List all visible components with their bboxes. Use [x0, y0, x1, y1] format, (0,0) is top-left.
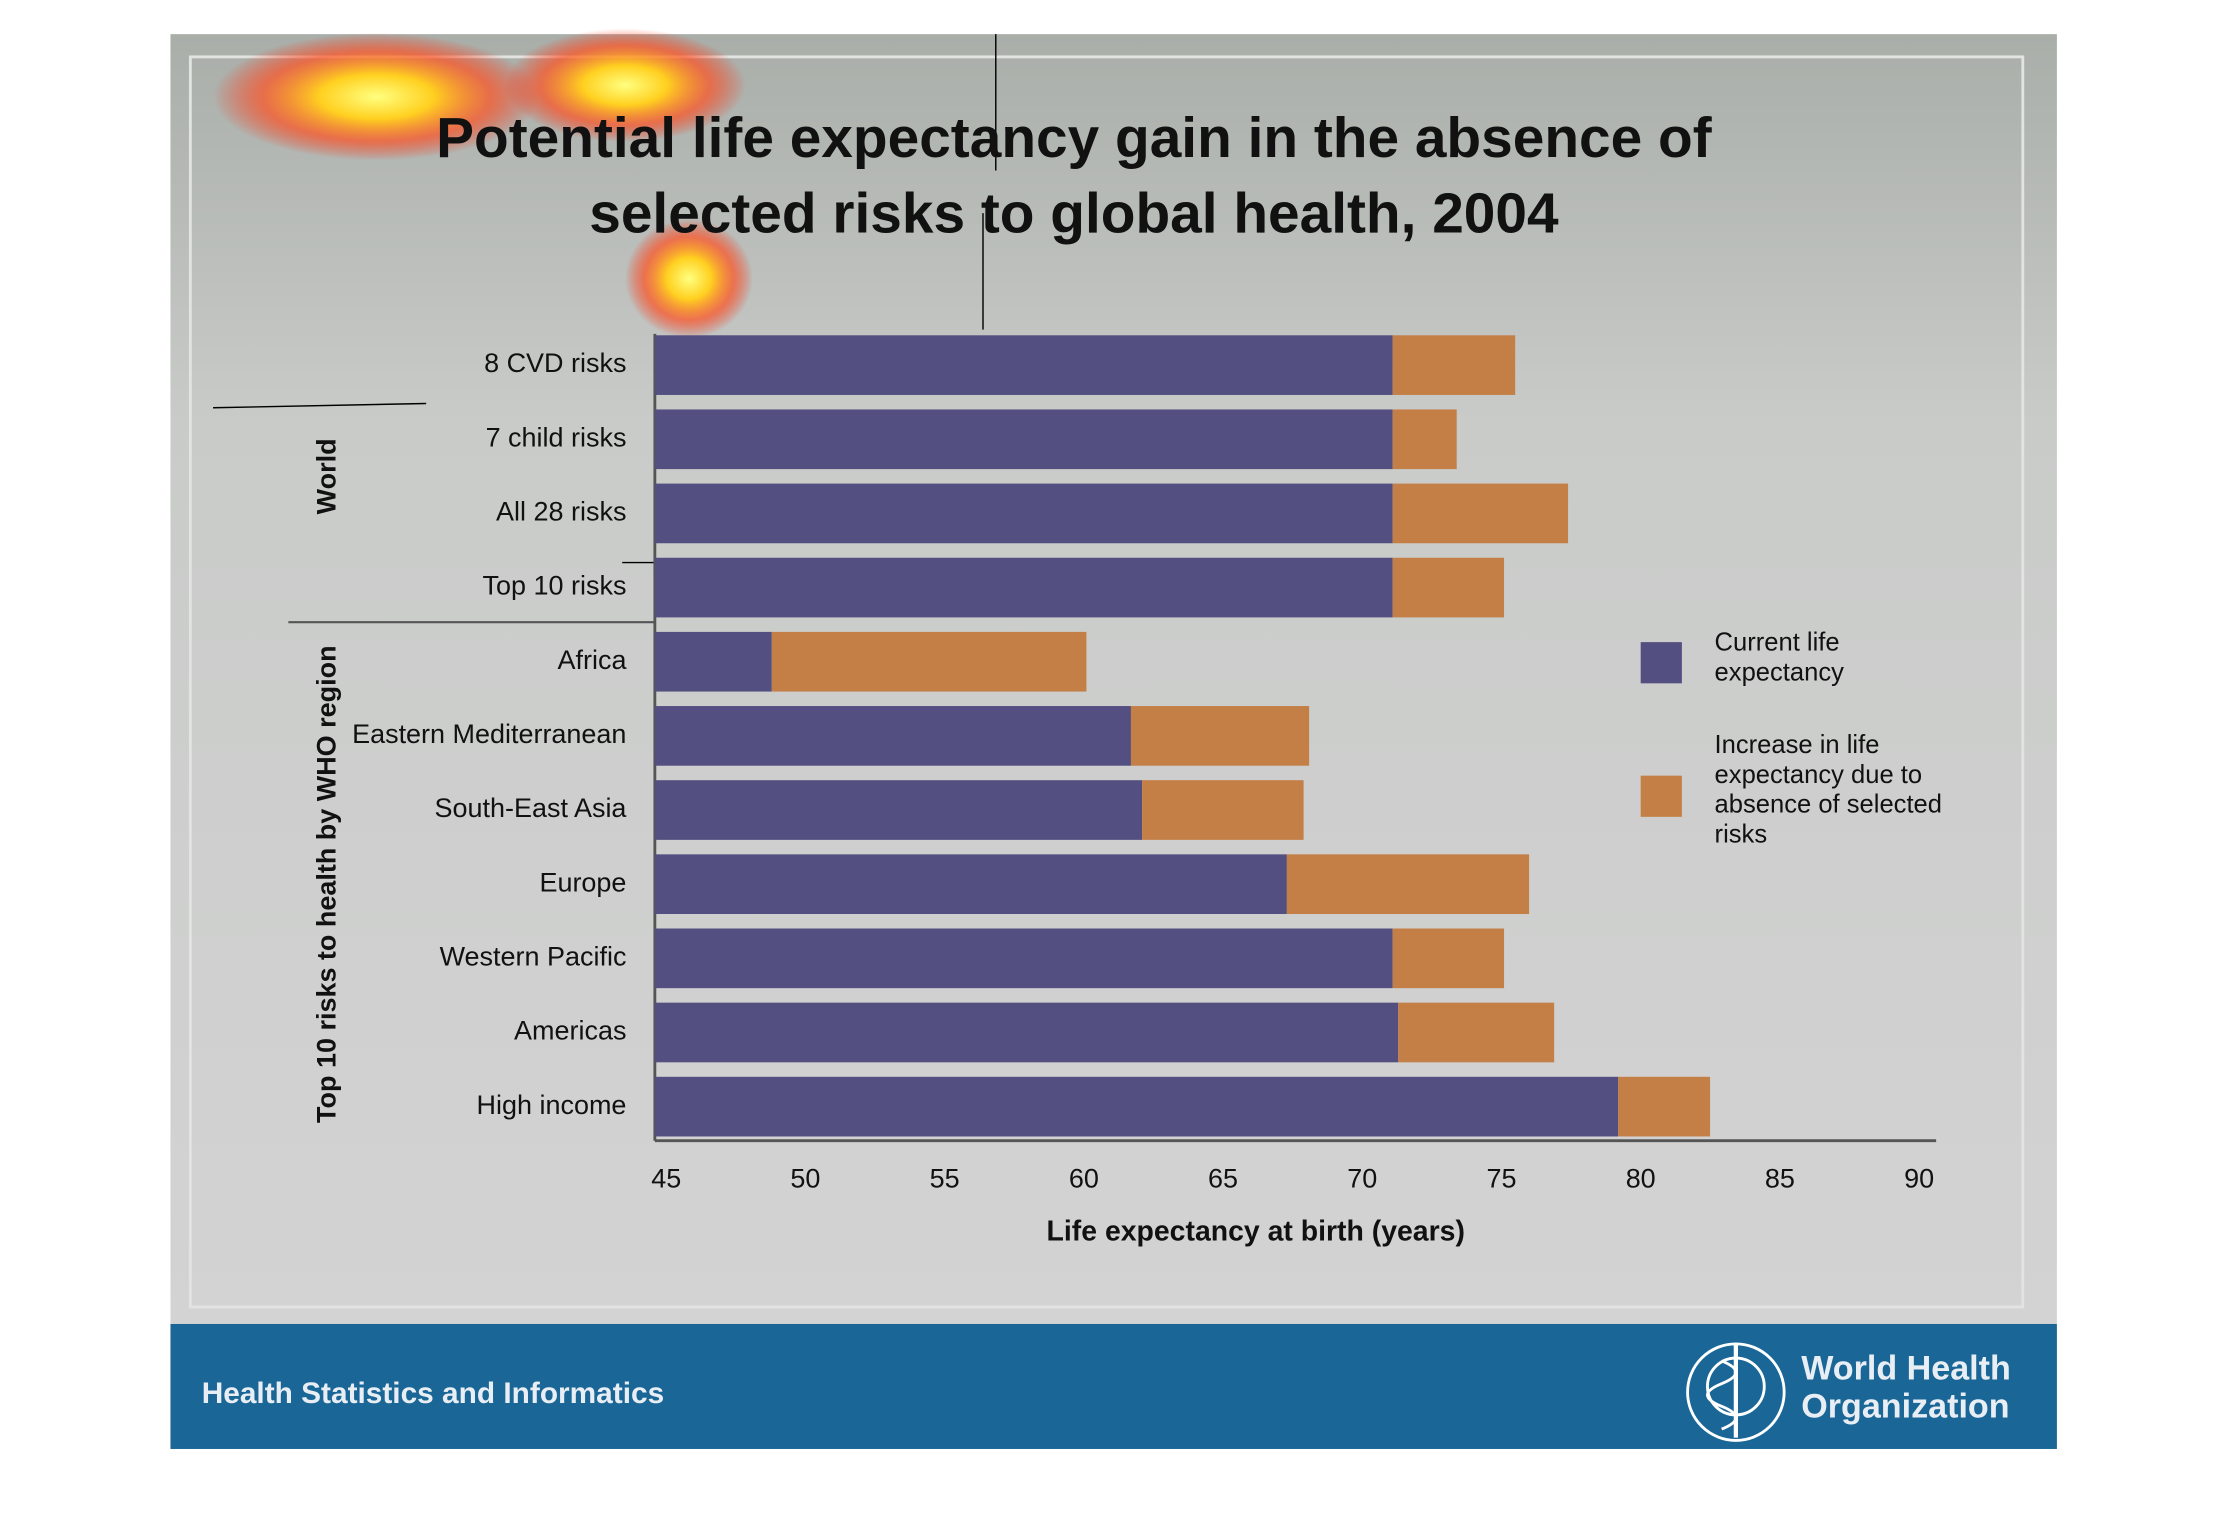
bar-segment [1392, 483, 1569, 544]
bar-segment [1398, 1002, 1555, 1063]
bar-segment [654, 928, 1393, 989]
x-tick-label: 50 [790, 1164, 820, 1194]
bar-segment [654, 409, 1393, 470]
x-tick-label: 75 [1486, 1164, 1516, 1194]
bar-segment [654, 854, 1287, 915]
bar-segment [1392, 557, 1505, 618]
bar-segment [1286, 854, 1530, 915]
bar-segment [654, 1076, 1619, 1137]
x-tick-label: 45 [651, 1164, 681, 1194]
category-label: All 28 risks [496, 497, 626, 527]
bar-segment [654, 631, 772, 692]
category-label: High income [477, 1090, 627, 1120]
x-tick-label: 85 [1765, 1164, 1795, 1194]
artifact-line [213, 402, 427, 409]
x-tick-label: 70 [1347, 1164, 1377, 1194]
heatmap-blob [213, 32, 540, 161]
bar-segment [654, 557, 1393, 618]
x-tick-label: 90 [1904, 1164, 1934, 1194]
heatmap-blob [504, 28, 746, 143]
category-label: South-East Asia [435, 793, 627, 823]
bar-segment [654, 1002, 1399, 1063]
x-tick-label: 60 [1069, 1164, 1099, 1194]
x-tick-label: 55 [930, 1164, 960, 1194]
legend-text-box: Current life expectancy [1714, 627, 1844, 687]
bar-segment [1392, 928, 1505, 989]
bar-segment [654, 780, 1143, 840]
group-label: Top 10 risks to health by WHO region [311, 645, 341, 1123]
legend-swatch [1640, 642, 1682, 684]
category-label: 7 child risks [486, 422, 627, 452]
bar-segment [654, 483, 1393, 544]
category-label: 8 CVD risks [484, 348, 626, 378]
x-tick-label: 80 [1626, 1164, 1656, 1194]
category-label: Europe [539, 867, 626, 897]
bar-segment [654, 706, 1131, 766]
footer-right-box: World Health Organization [1801, 1349, 2011, 1427]
bar-segment [771, 631, 1087, 692]
legend-label: Current life expectancy [1714, 627, 1844, 687]
bar-segment [1618, 1076, 1711, 1137]
group-label: World [311, 438, 341, 514]
who-emblem [1686, 1342, 1786, 1442]
legend-text-box: Increase in life expectancy due to absen… [1714, 730, 1943, 849]
category-label: Eastern Mediterranean [352, 719, 626, 749]
legend-label: Increase in life expectancy due to absen… [1714, 730, 1943, 849]
x-axis-label: Life expectancy at birth (years) [1047, 1216, 1465, 1248]
slide-frame [188, 55, 2025, 1309]
bar-segment [1130, 706, 1310, 766]
legend-swatch [1640, 775, 1682, 817]
footer-right: World Health Organization [1801, 1349, 2011, 1427]
bar-segment [1142, 780, 1304, 840]
category-label: Western Pacific [440, 941, 627, 971]
footer-left: Health Statistics and Informatics [202, 1377, 664, 1410]
category-label: Africa [558, 645, 627, 675]
category-label: Americas [514, 1016, 626, 1046]
chart-title: Potential life expectancy gain in the ab… [436, 107, 1713, 245]
bar-segment [1392, 335, 1516, 395]
bar-segment [654, 335, 1393, 395]
category-label: Top 10 risks [483, 571, 627, 601]
x-tick-label: 65 [1208, 1164, 1238, 1194]
bar-segment [1392, 409, 1457, 470]
heatmap-blob [625, 218, 753, 339]
